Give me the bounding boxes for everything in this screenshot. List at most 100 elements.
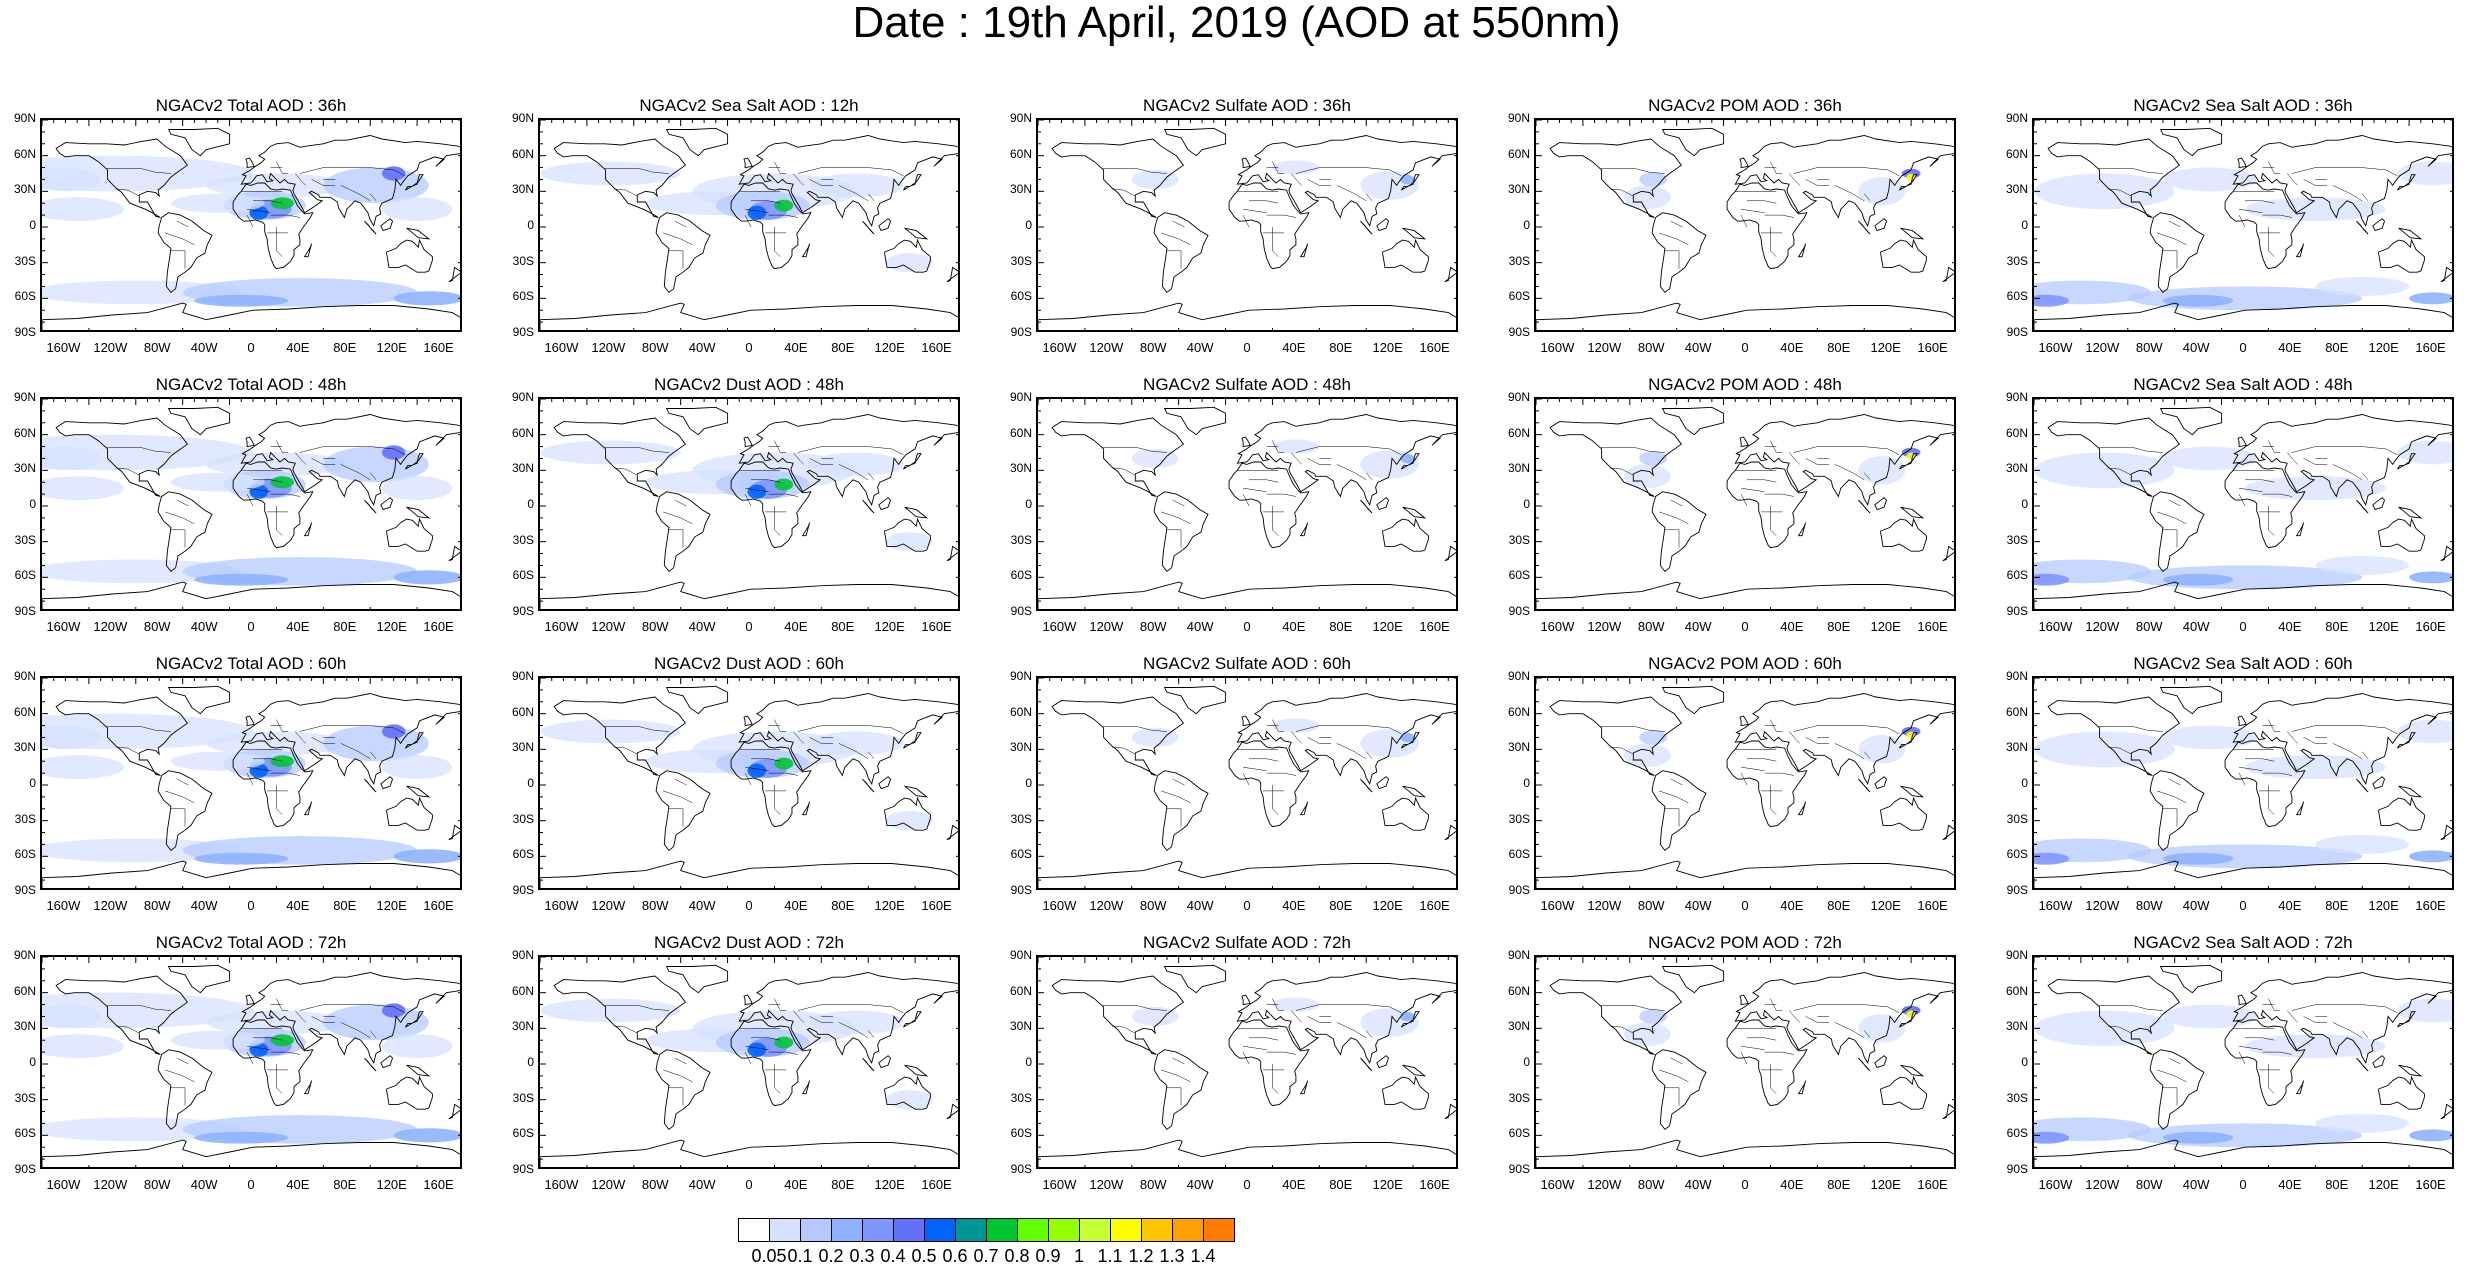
latitude-tick-label: 60S (1508, 568, 1530, 583)
longitude-tick-label: 0 (2239, 340, 2247, 355)
coastline (1739, 157, 1749, 169)
coastline (2237, 715, 2247, 727)
aod-shading (774, 757, 794, 770)
coastline (540, 581, 958, 609)
country-border (2098, 1005, 2163, 1011)
country-border (663, 511, 693, 525)
panel-title: NGACv2 Sea Salt AOD : 60h (2133, 654, 2353, 673)
longitude-tick-label: 120W (1089, 1177, 1124, 1192)
country-border (170, 529, 186, 548)
coastline (1942, 824, 1954, 841)
country-border (1770, 785, 1777, 815)
latitude-tick-label: 60N (13, 983, 36, 998)
country-border (1166, 808, 1182, 827)
country-border (106, 168, 171, 174)
country-border (1295, 725, 1343, 732)
coastline (364, 778, 377, 793)
aod-shading (885, 1090, 933, 1110)
coastline (946, 824, 958, 841)
latitude-tick-label: 60N (13, 146, 36, 161)
coastline (738, 972, 958, 1064)
colorbar-swatch (1017, 1218, 1049, 1242)
country-border (668, 1087, 684, 1106)
coastline (884, 517, 931, 552)
country-border (346, 1004, 406, 1014)
coastline (1880, 517, 1927, 552)
longitude-tick-label: 120E (2368, 340, 2399, 355)
coastline (946, 545, 958, 562)
country-border (613, 746, 638, 755)
aod-shading (42, 280, 242, 305)
country-border (1111, 188, 1136, 197)
longitude-tick-label: 160W (46, 1177, 81, 1192)
country-border (1793, 725, 1841, 732)
coastline (406, 506, 431, 519)
country-border (774, 998, 787, 1011)
latitude-tick-label: 30N (13, 461, 36, 476)
coastline (42, 302, 460, 330)
country-border (2287, 452, 2298, 465)
country-border (2303, 737, 2328, 744)
latitude-tick-label: 30S (2006, 1090, 2028, 1105)
longitude-tick-label: 160W (1540, 1177, 1575, 1192)
longitude-tick-label: 80W (143, 340, 171, 355)
longitude-tick-label: 0 (745, 898, 753, 913)
coastline (743, 715, 753, 727)
latitude-tick-label: 30S (1508, 1090, 1530, 1105)
country-border (744, 1051, 752, 1065)
latitude-tick-label: 90N (1009, 390, 1032, 404)
coastline (2398, 1064, 2423, 1077)
country-border (1307, 737, 1332, 744)
country-border (299, 446, 347, 453)
country-border (247, 766, 271, 771)
panel-title: NGACv2 Sea Salt AOD : 36h (2133, 96, 2353, 115)
country-border (1295, 167, 1343, 174)
latitude-tick-label: 30N (511, 740, 534, 755)
latitude-tick-label: 30N (1507, 740, 1530, 755)
aod-shading (747, 763, 767, 778)
country-border (1336, 1022, 1367, 1039)
colorbar-swatch (738, 1218, 770, 1242)
longitude-tick-label: 80E (333, 619, 357, 634)
longitude-tick-label: 0 (1741, 619, 1749, 634)
coastline (2232, 972, 2452, 1064)
coastline (904, 227, 929, 240)
latitude-tick-label: 90N (1009, 111, 1032, 125)
longitude-tick-label: 160E (1419, 898, 1450, 913)
coastline (878, 1055, 892, 1069)
latitude-tick-label: 0 (1523, 497, 1530, 511)
aod-field (2034, 678, 2452, 888)
coastline (1536, 1139, 1954, 1167)
panel-title: NGACv2 Sea Salt AOD : 72h (2133, 933, 2353, 952)
longitude-tick-label: 160W (1042, 340, 1077, 355)
aod-shading (381, 724, 406, 739)
aod-shading (2162, 1004, 2257, 1029)
aod-shading (194, 1131, 289, 1144)
coastline (1153, 491, 1209, 573)
country-border (793, 173, 804, 186)
coastline (1549, 696, 1683, 776)
country-border (253, 758, 283, 762)
longitude-tick-label: 120W (1587, 340, 1622, 355)
country-border (2157, 232, 2187, 246)
coastline (743, 436, 753, 448)
country-border (1864, 193, 1871, 201)
coastline (903, 174, 922, 191)
coastline (878, 776, 892, 790)
longitude-tick-label: 40W (1186, 619, 1214, 634)
coastline (743, 994, 753, 1006)
longitude-tick-label: 160W (544, 340, 579, 355)
country-border (1291, 731, 1302, 744)
coastline (1360, 1057, 1373, 1072)
country-border (2238, 493, 2246, 507)
latitude-tick-label: 90S (1508, 325, 1530, 339)
coastline (2397, 1011, 2416, 1028)
latitude-tick-label: 90S (14, 1162, 36, 1176)
latitude-tick-label: 90N (13, 111, 36, 125)
latitude-tick-label: 60N (2005, 983, 2028, 998)
coastline (1241, 157, 1251, 169)
latitude-tick-label: 30S (14, 253, 36, 268)
coastline (364, 499, 377, 514)
country-border (246, 214, 254, 228)
latitude-tick-label: 30N (511, 461, 534, 476)
